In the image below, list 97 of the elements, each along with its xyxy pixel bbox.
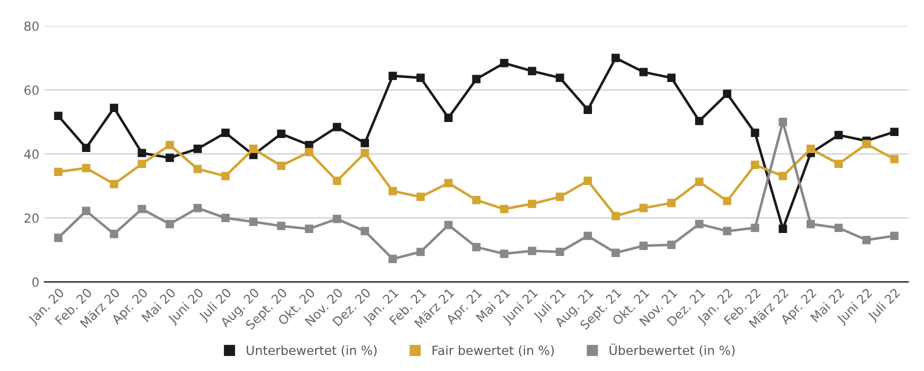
point <box>834 130 843 140</box>
point <box>110 180 118 188</box>
point <box>612 212 620 220</box>
point <box>667 240 676 250</box>
point <box>584 106 592 114</box>
point <box>778 172 788 180</box>
point <box>360 148 370 158</box>
point <box>332 176 342 186</box>
point <box>750 224 760 232</box>
point <box>193 204 202 212</box>
point <box>193 144 202 154</box>
point <box>221 172 230 180</box>
y-tick-label: 40 <box>24 149 39 159</box>
point <box>138 160 146 168</box>
point <box>778 118 788 126</box>
point <box>249 218 258 226</box>
point <box>416 192 425 202</box>
point <box>500 250 508 258</box>
point <box>138 148 146 158</box>
point <box>556 192 564 202</box>
point <box>444 178 453 188</box>
y-tick-label: 60 <box>24 85 39 95</box>
point <box>862 140 871 148</box>
point <box>695 116 704 126</box>
y-tick-label: 80 <box>24 21 39 31</box>
point <box>472 196 480 204</box>
point <box>221 214 230 222</box>
point <box>82 164 90 172</box>
point <box>750 128 760 138</box>
point <box>472 242 480 252</box>
point <box>166 140 174 150</box>
point <box>834 160 843 168</box>
point <box>166 154 174 162</box>
point <box>612 54 620 62</box>
point <box>166 220 174 228</box>
point <box>778 224 788 234</box>
point <box>695 220 704 228</box>
point <box>388 186 397 196</box>
point <box>722 226 732 236</box>
point <box>304 148 314 156</box>
point <box>667 74 676 82</box>
point <box>890 128 899 136</box>
point <box>388 72 397 80</box>
legend-label: Fair bewertet (in %) <box>432 345 554 356</box>
point <box>332 214 342 224</box>
point <box>750 160 760 170</box>
point <box>110 104 118 112</box>
point <box>695 178 704 186</box>
y-tick-label: 0 <box>32 277 39 287</box>
point <box>416 248 425 256</box>
point <box>82 144 90 152</box>
point <box>667 198 676 208</box>
point <box>862 236 871 244</box>
point <box>584 232 592 240</box>
point <box>444 114 453 122</box>
point <box>556 248 564 256</box>
point <box>528 200 536 208</box>
point <box>304 224 314 234</box>
point <box>138 204 146 214</box>
point <box>54 168 62 176</box>
point <box>834 224 843 232</box>
point <box>584 176 592 186</box>
point <box>806 220 815 228</box>
point <box>444 220 453 230</box>
point <box>639 204 648 212</box>
point <box>528 246 536 256</box>
point <box>806 144 815 154</box>
point <box>472 74 480 84</box>
point <box>332 122 342 132</box>
point <box>277 130 286 138</box>
point <box>360 138 370 148</box>
legend-label: Überbewertet (in %) <box>610 343 735 356</box>
point <box>388 254 397 264</box>
point <box>54 234 62 242</box>
point <box>639 68 648 76</box>
point <box>277 222 286 230</box>
point <box>612 248 620 258</box>
point <box>82 206 90 216</box>
y-tick-label: 20 <box>24 213 39 223</box>
point <box>110 230 118 238</box>
point <box>890 154 899 164</box>
point <box>193 164 202 174</box>
point <box>528 66 536 76</box>
point <box>221 128 230 138</box>
point <box>416 74 425 82</box>
legend-label: Unterbewertet (in %) <box>246 345 377 356</box>
point <box>277 162 286 170</box>
point <box>639 242 648 250</box>
point <box>54 112 62 120</box>
point <box>556 74 564 82</box>
point <box>890 232 899 240</box>
point <box>500 204 508 214</box>
point <box>500 58 508 68</box>
point <box>722 90 732 98</box>
point <box>722 196 732 206</box>
point <box>249 144 258 154</box>
point <box>360 226 370 236</box>
